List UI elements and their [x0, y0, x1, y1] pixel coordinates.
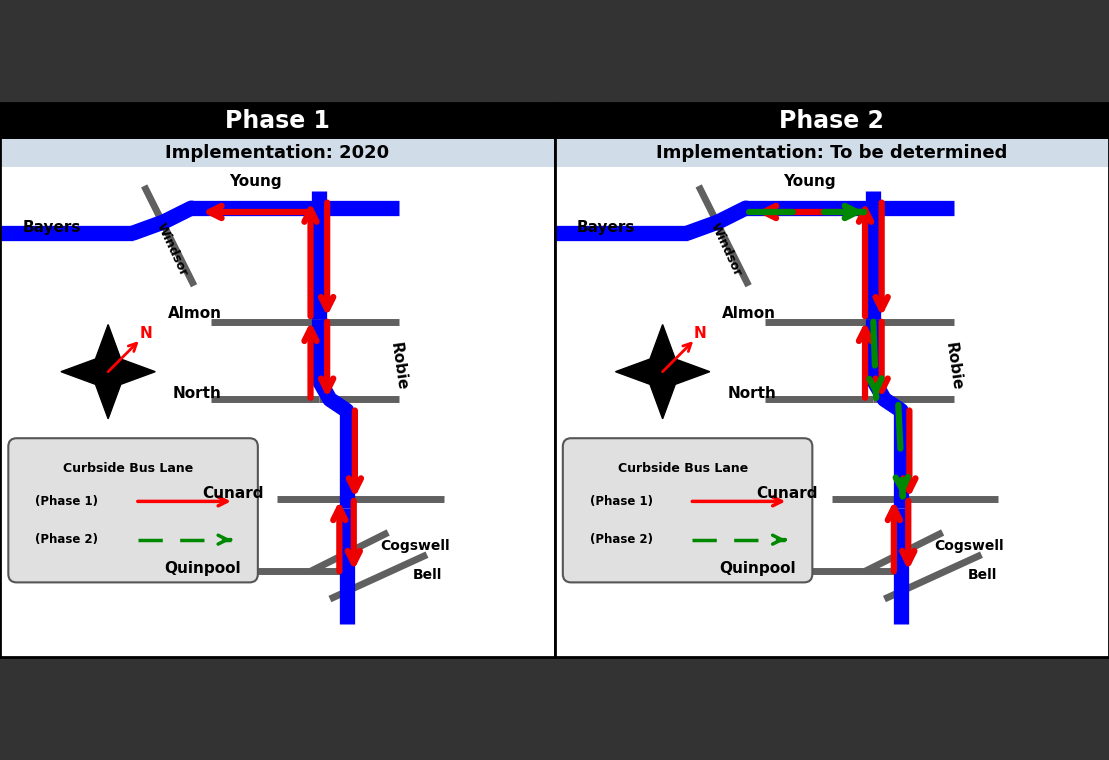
- Text: Almon: Almon: [167, 306, 222, 321]
- Text: Almon: Almon: [722, 306, 776, 321]
- Text: Curbside Bus Lane: Curbside Bus Lane: [618, 462, 749, 475]
- Text: Curbside Bus Lane: Curbside Bus Lane: [63, 462, 194, 475]
- FancyBboxPatch shape: [562, 439, 812, 582]
- Text: (Phase 1): (Phase 1): [590, 495, 653, 508]
- Text: Phase 2: Phase 2: [780, 109, 884, 133]
- Text: Implementation: 2020: Implementation: 2020: [165, 144, 389, 162]
- Text: Cogswell: Cogswell: [934, 540, 1004, 553]
- Text: Robie: Robie: [943, 341, 964, 391]
- Text: Phase 1: Phase 1: [225, 109, 329, 133]
- Text: Bell: Bell: [413, 568, 442, 582]
- Text: Young: Young: [228, 174, 282, 188]
- Text: Windsor: Windsor: [154, 221, 190, 279]
- Bar: [554, 139, 1109, 166]
- Text: (Phase 1): (Phase 1): [35, 495, 99, 508]
- Text: Cunard: Cunard: [756, 486, 818, 501]
- Text: Quinpool: Quinpool: [164, 561, 242, 576]
- Bar: [0, 103, 554, 139]
- Text: Windsor: Windsor: [709, 221, 744, 279]
- Text: Cogswell: Cogswell: [379, 540, 449, 553]
- Text: Young: Young: [783, 174, 836, 188]
- Bar: [554, 166, 1109, 657]
- Text: North: North: [173, 386, 222, 401]
- Text: Quinpool: Quinpool: [719, 561, 795, 576]
- Text: (Phase 2): (Phase 2): [590, 534, 653, 546]
- Text: Implementation: To be determined: Implementation: To be determined: [657, 144, 1007, 162]
- Text: Robie: Robie: [388, 341, 409, 391]
- Bar: [554, 103, 1109, 139]
- Text: Bayers: Bayers: [22, 220, 81, 235]
- Text: Cunard: Cunard: [202, 486, 264, 501]
- Text: Bell: Bell: [967, 568, 997, 582]
- Text: (Phase 2): (Phase 2): [35, 534, 99, 546]
- Text: Bayers: Bayers: [577, 220, 635, 235]
- Bar: [0, 139, 554, 166]
- Bar: [0, 166, 554, 657]
- Text: N: N: [694, 325, 706, 340]
- Text: N: N: [140, 325, 152, 340]
- Polygon shape: [61, 325, 155, 419]
- Polygon shape: [615, 325, 710, 419]
- FancyBboxPatch shape: [8, 439, 257, 582]
- Text: North: North: [728, 386, 776, 401]
